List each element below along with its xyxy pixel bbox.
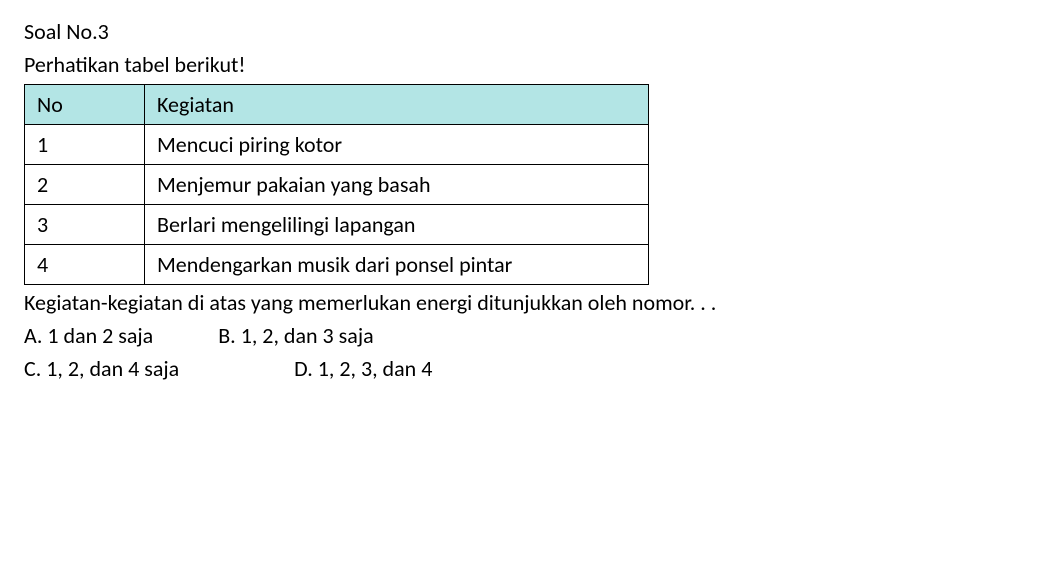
option-d[interactable]: D. 1, 2, 3, dan 4 xyxy=(294,355,432,382)
table-cell-no: 4 xyxy=(25,245,145,285)
table-header-row: No Kegiatan xyxy=(25,85,649,125)
option-b[interactable]: B. 1, 2, dan 3 saja xyxy=(218,322,373,349)
table-cell-activity: Menjemur pakaian yang basah xyxy=(145,165,649,205)
table-row: 1 Mencuci piring kotor xyxy=(25,125,649,165)
table-header-no: No xyxy=(25,85,145,125)
options-container: A. 1 dan 2 saja B. 1, 2, dan 3 saja C. 1… xyxy=(24,322,1015,382)
option-c[interactable]: C. 1, 2, dan 4 saja xyxy=(24,355,179,382)
table-cell-no: 3 xyxy=(25,205,145,245)
table-header-kegiatan: Kegiatan xyxy=(145,85,649,125)
question-instruction: Perhatikan tabel berikut! xyxy=(24,51,1015,78)
options-row-2: C. 1, 2, dan 4 saja D. 1, 2, 3, dan 4 xyxy=(24,355,1015,382)
option-a[interactable]: A. 1 dan 2 saja xyxy=(24,322,153,349)
options-row-1: A. 1 dan 2 saja B. 1, 2, dan 3 saja xyxy=(24,322,1015,349)
table-cell-activity: Mendengarkan musik dari ponsel pintar xyxy=(145,245,649,285)
table-row: 4 Mendengarkan musik dari ponsel pintar xyxy=(25,245,649,285)
question-stem: Kegiatan-kegiatan di atas yang memerluka… xyxy=(24,289,1015,316)
table-cell-no: 2 xyxy=(25,165,145,205)
table-row: 2 Menjemur pakaian yang basah xyxy=(25,165,649,205)
activity-table: No Kegiatan 1 Mencuci piring kotor 2 Men… xyxy=(24,84,649,285)
table-cell-activity: Mencuci piring kotor xyxy=(145,125,649,165)
question-number: Soal No.3 xyxy=(24,18,1015,45)
table-cell-no: 1 xyxy=(25,125,145,165)
table-row: 3 Berlari mengelilingi lapangan xyxy=(25,205,649,245)
table-cell-activity: Berlari mengelilingi lapangan xyxy=(145,205,649,245)
